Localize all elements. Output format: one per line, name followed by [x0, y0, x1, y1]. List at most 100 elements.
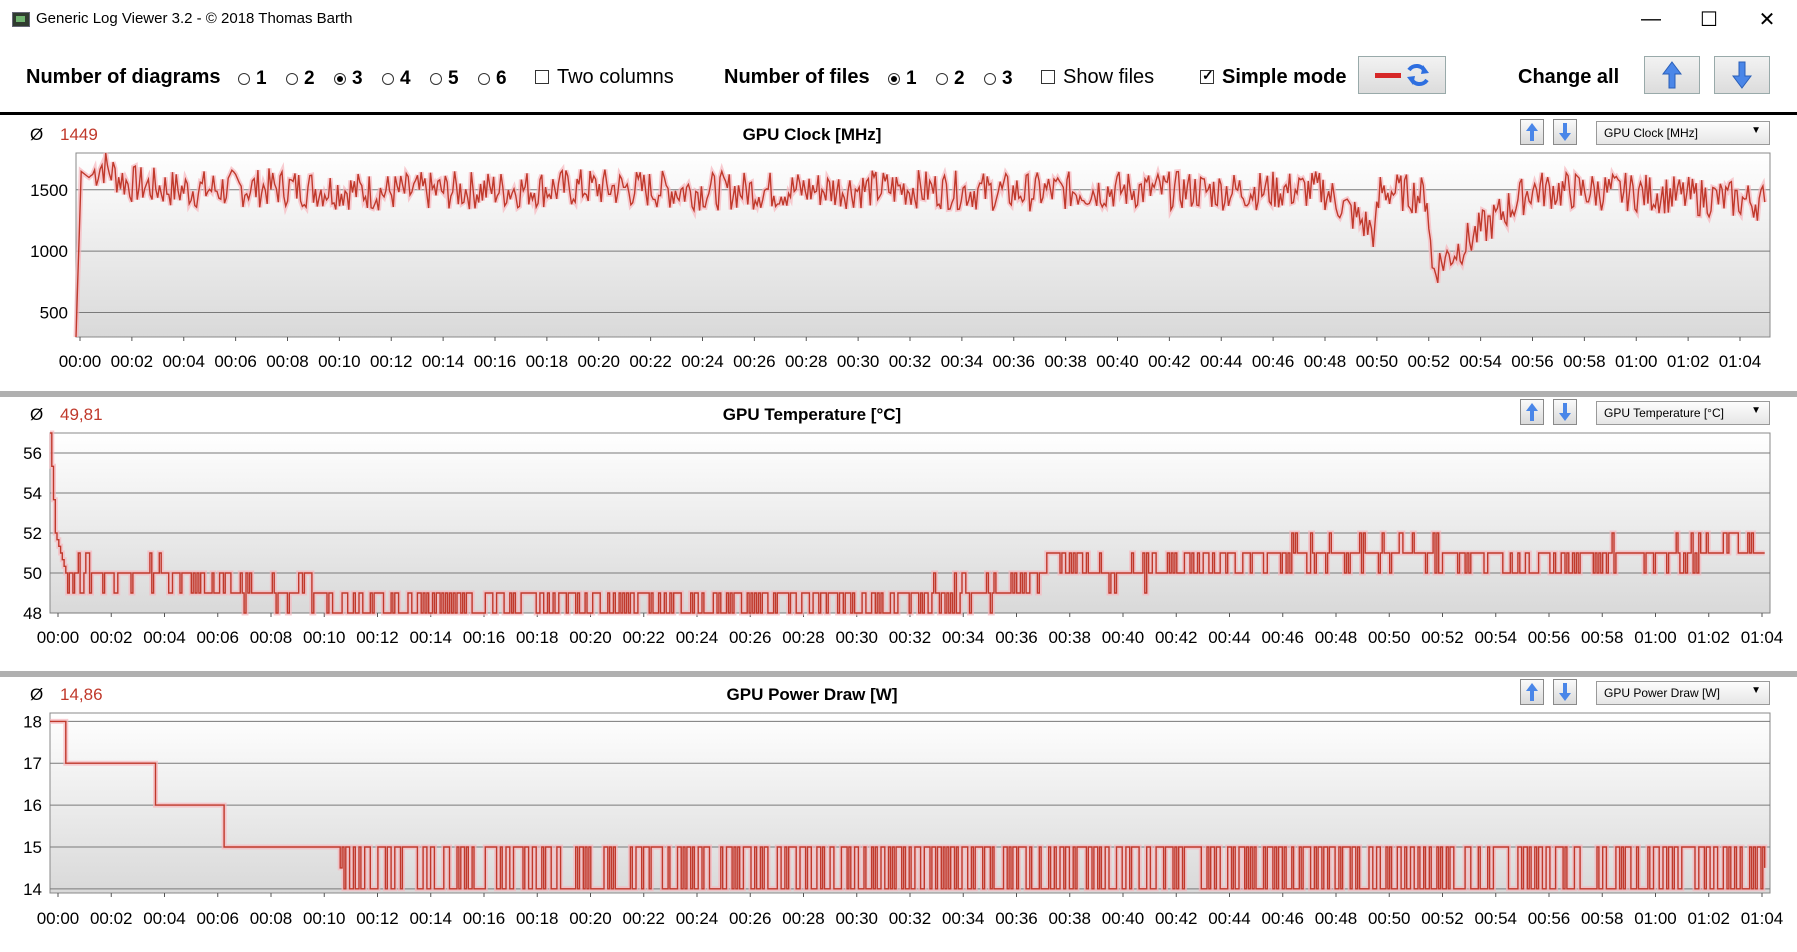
minimize-button[interactable]: — [1641, 7, 1661, 30]
x-tick-label: 00:36 [995, 909, 1038, 928]
x-tick-label: 00:24 [681, 352, 724, 371]
x-tick-label: 00:12 [356, 628, 399, 647]
change-all-up-button[interactable] [1644, 56, 1700, 94]
diagram-radio-2[interactable]: 2 [286, 68, 315, 90]
panel-gpu-temperature: Ø 49,81 GPU Temperature [°C] GPU Tempera… [0, 397, 1797, 671]
x-tick-label: 00:14 [422, 352, 465, 371]
x-tick-label: 00:22 [622, 909, 665, 928]
panel-down-button[interactable] [1553, 679, 1577, 705]
x-tick-label: 00:58 [1581, 628, 1624, 647]
x-tick-label: 00:04 [143, 628, 186, 647]
y-tick-label: 52 [23, 524, 42, 543]
x-tick-label: 00:26 [733, 352, 776, 371]
x-tick-label: 00:34 [941, 352, 984, 371]
x-tick-label: 00:02 [90, 628, 133, 647]
x-tick-label: 00:28 [782, 909, 825, 928]
diagram-radio-6[interactable]: 6 [478, 68, 507, 90]
number-of-files-label: Number of files [724, 66, 870, 88]
channel-dropdown[interactable]: GPU Power Draw [W] ▼ [1596, 681, 1770, 705]
arrow-up-icon [1526, 683, 1538, 701]
change-all-down-button[interactable] [1714, 56, 1770, 94]
y-tick-label: 18 [23, 712, 42, 731]
y-tick-label: 48 [23, 604, 42, 623]
file-radio-3[interactable]: 3 [984, 68, 1013, 90]
file-radio-2[interactable]: 2 [936, 68, 965, 90]
x-tick-label: 00:42 [1155, 628, 1198, 647]
y-tick-label: 500 [40, 303, 68, 322]
x-tick-label: 00:08 [250, 909, 293, 928]
x-tick-label: 00:28 [785, 352, 828, 371]
x-tick-label: 00:46 [1261, 909, 1304, 928]
panel-down-button[interactable] [1553, 119, 1577, 145]
two-columns-checkbox[interactable]: Two columns [535, 64, 674, 90]
x-tick-label: 00:16 [474, 352, 517, 371]
x-tick-label: 00:46 [1261, 628, 1304, 647]
x-tick-label: 00:00 [59, 352, 102, 371]
x-tick-label: 00:08 [266, 352, 309, 371]
x-tick-label: 00:10 [303, 909, 346, 928]
x-tick-label: 00:44 [1208, 628, 1251, 647]
x-tick-label: 00:50 [1368, 909, 1411, 928]
diagram-radio-3[interactable]: 3 [334, 68, 363, 90]
show-files-checkbox[interactable]: Show files [1041, 64, 1154, 90]
x-tick-label: 00:50 [1356, 352, 1399, 371]
x-tick-label: 00:04 [143, 909, 186, 928]
diagram-radio-1[interactable]: 1 [238, 68, 267, 90]
title-bar: Generic Log Viewer 3.2 - © 2018 Thomas B… [0, 0, 1797, 38]
x-tick-label: 00:58 [1563, 352, 1606, 371]
arrow-down-icon [1559, 403, 1571, 421]
line-style-refresh-button[interactable] [1358, 56, 1446, 94]
x-tick-label: 01:02 [1687, 909, 1730, 928]
arrow-down-icon [1559, 683, 1571, 701]
window-title: Generic Log Viewer 3.2 - © 2018 Thomas B… [36, 10, 353, 27]
x-tick-label: 00:20 [569, 628, 612, 647]
x-tick-label: 00:20 [569, 909, 612, 928]
x-tick-label: 00:32 [889, 352, 932, 371]
chevron-down-icon: ▼ [1751, 405, 1761, 416]
arrow-down-icon [1559, 123, 1571, 141]
x-tick-label: 00:34 [942, 628, 985, 647]
x-tick-label: 00:40 [1102, 628, 1145, 647]
panel-up-button[interactable] [1520, 399, 1544, 425]
x-tick-label: 00:24 [676, 909, 719, 928]
x-tick-label: 00:30 [837, 352, 880, 371]
x-tick-label: 00:38 [1044, 352, 1087, 371]
x-tick-label: 00:18 [516, 628, 559, 647]
line-refresh-icon [1375, 64, 1429, 86]
x-tick-label: 00:32 [889, 628, 932, 647]
average-value: 49,81 [60, 405, 103, 424]
diagram-radio-4[interactable]: 4 [382, 68, 411, 90]
gpu-temperature-chart: 48 50 52 54 56 00:00 00:02 00:04 00:06 00:08 00:10… [23, 430, 1783, 647]
panel-up-button[interactable] [1520, 679, 1544, 705]
x-tick-label: 00:22 [629, 352, 672, 371]
average-symbol: Ø [30, 685, 44, 704]
chevron-down-icon: ▼ [1751, 685, 1761, 696]
diagram-radio-5[interactable]: 5 [430, 68, 459, 90]
close-button[interactable]: ✕ [1758, 8, 1776, 31]
file-radio-1[interactable]: 1 [888, 68, 917, 90]
x-tick-label: 01:00 [1634, 628, 1677, 647]
x-tick-label: 00:36 [992, 352, 1035, 371]
x-tick-label: 00:54 [1474, 628, 1517, 647]
channel-dropdown[interactable]: GPU Temperature [°C] ▼ [1596, 401, 1770, 425]
x-tick-label: 00:16 [463, 628, 506, 647]
toolbar-divider [0, 112, 1797, 115]
x-tick-label: 00:46 [1252, 352, 1295, 371]
x-tick-label: 00:10 [303, 628, 346, 647]
gpu-clock-chart: 500 1000 1500 00:00 00:02 00:04 00:06 00:08 00:1… [30, 152, 1771, 371]
panel-title: GPU Clock [MHz] [742, 125, 882, 144]
maximize-button[interactable]: ☐ [1700, 8, 1718, 31]
channel-dropdown[interactable]: GPU Clock [MHz] ▼ [1596, 121, 1770, 145]
arrow-up-icon [1526, 403, 1538, 421]
x-tick-label: 00:38 [1048, 628, 1091, 647]
panel-up-button[interactable] [1520, 119, 1544, 145]
average-symbol: Ø [30, 405, 44, 424]
x-tick-label: 00:26 [729, 628, 772, 647]
x-tick-label: 00:36 [995, 628, 1038, 647]
average-value: 14,86 [60, 685, 103, 704]
panel-down-button[interactable] [1553, 399, 1577, 425]
x-tick-label: 00:34 [942, 909, 985, 928]
x-tick-label: 00:52 [1407, 352, 1450, 371]
simple-mode-checkbox[interactable]: Simple mode [1200, 64, 1346, 90]
x-tick-label: 00:22 [622, 628, 665, 647]
